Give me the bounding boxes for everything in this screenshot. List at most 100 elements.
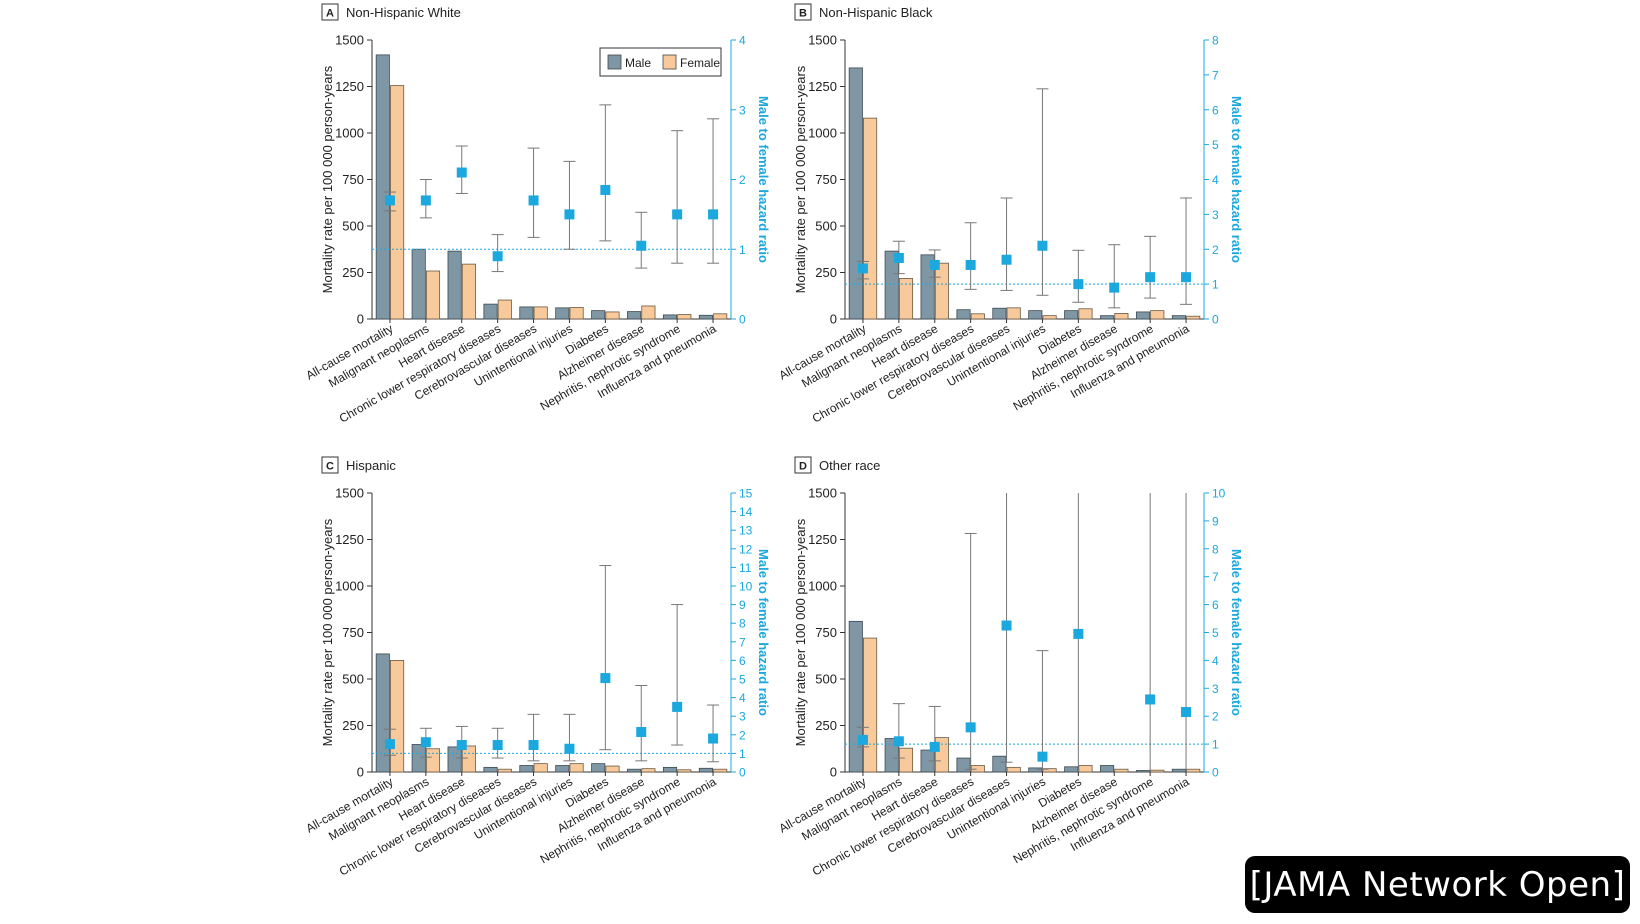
bar-female [898,278,914,320]
hr-marker [1037,240,1048,251]
hr-marker [893,736,904,747]
bar-male [627,768,642,773]
bar-female [605,311,620,320]
hr-marker [636,727,647,738]
y2-axis-title: Male to female hazard ratio [756,549,771,716]
y-tick-label: 500 [342,672,364,687]
y-tick-label: 250 [815,265,837,280]
y2-axis-title: Male to female hazard ratio [1229,96,1244,263]
hr-marker [1181,272,1192,283]
bar-male [447,746,462,773]
bar-male [698,767,713,773]
y2-tick-label: 15 [739,487,753,501]
hr-marker [456,740,467,751]
y2-tick-label: 11 [739,561,752,575]
hr-marker [564,743,575,754]
y2-tick-label: 5 [1212,138,1219,152]
bar-female [1006,307,1021,320]
y-tick-label: 1500 [335,486,364,501]
source-watermark-text: [JAMA Network Open] [1249,864,1626,905]
panel-letter: C [326,461,334,473]
bar-male [1100,765,1115,773]
bar-male [411,248,426,320]
panel-d: D Other race0250500750100012501500Mortali… [777,456,1244,879]
hr-marker [1145,272,1156,283]
y-tick-label: 0 [357,765,364,780]
hr-marker [893,252,904,263]
bar-female [425,270,441,320]
y2-tick-label: 12 [739,542,753,556]
y2-tick-label: 9 [739,598,746,612]
bar-female [1078,765,1093,773]
bar-female [1150,310,1165,320]
panel-title: Other race [819,458,880,473]
hr-marker [1073,279,1084,290]
bar-female [863,637,878,773]
bar-female [497,299,512,320]
bar-female [713,768,728,773]
y-axis-title: Mortality rate per 100 000 person-years [320,518,335,746]
bar-male [519,765,534,773]
bar-male [956,757,971,773]
y2-tick-label: 0 [739,766,746,780]
y-tick-label: 0 [357,312,364,327]
y-tick-label: 1000 [808,126,837,141]
y2-tick-label: 6 [1212,598,1219,612]
hr-marker [1073,628,1084,639]
panel-title: Hispanic [346,458,396,473]
bar-male [1135,770,1151,773]
y2-axis-title: Male to female hazard ratio [756,96,771,263]
panel-letter-box [321,456,339,474]
bar-female [569,763,584,773]
y-tick-label: 1500 [808,486,837,501]
y2-tick-label: 2 [739,173,746,187]
legend-swatch-female [662,54,677,70]
y-tick-label: 250 [815,718,837,733]
panel-title: Non-Hispanic Black [819,5,933,20]
y2-tick-label: 8 [739,617,746,631]
bar-male [992,307,1007,320]
legend-label-female: Female [680,56,720,70]
bar-male [1028,767,1043,773]
bar-female [605,765,620,773]
y-tick-label: 0 [830,765,837,780]
y2-tick-label: 10 [1212,487,1226,501]
y-tick-label: 1000 [335,579,364,594]
hr-marker [420,737,431,748]
bar-female [1006,766,1021,773]
bar-female [1186,768,1201,773]
hr-marker [1001,254,1012,265]
bar-male [992,755,1007,773]
y-tick-label: 250 [342,265,364,280]
panel-letter-box [321,3,339,21]
bar-male [1171,768,1186,773]
panel-letter: D [799,461,807,473]
panel-letter: B [799,8,807,20]
y2-tick-label: 8 [1212,34,1219,48]
hr-marker [528,195,539,206]
bar-male [591,763,606,773]
bar-female [934,262,949,320]
y2-tick-label: 3 [739,103,746,117]
hr-marker [456,167,467,178]
hr-marker [492,251,503,262]
y2-tick-label: 6 [739,654,746,668]
y2-tick-label: 13 [739,524,753,538]
bar-female [863,117,878,320]
hr-marker [420,195,431,206]
y2-tick-label: 10 [739,580,753,594]
legend-swatch-male [607,54,622,70]
y2-tick-label: 1 [1212,278,1219,292]
y2-tick-label: 8 [1212,542,1219,556]
hr-marker [600,184,611,195]
bar-male [956,309,971,320]
y2-tick-label: 0 [739,313,746,327]
y2-tick-label: 4 [1212,173,1219,187]
y-tick-label: 750 [815,172,837,187]
y2-tick-label: 7 [739,635,746,649]
y2-tick-label: 3 [1212,208,1219,222]
bar-female [677,314,692,320]
hr-marker [1181,707,1192,718]
hr-marker [1001,620,1012,631]
